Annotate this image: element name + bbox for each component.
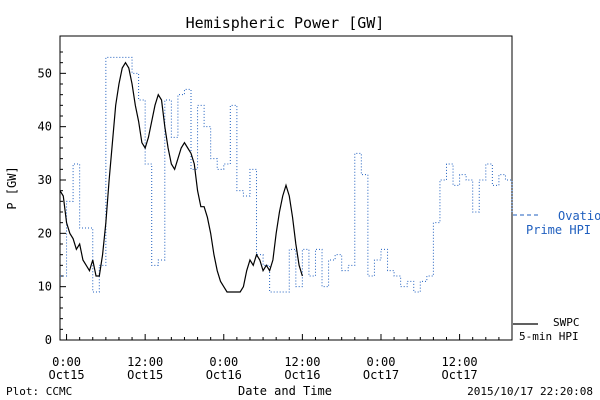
- x-tick-label-date: Oct16: [206, 368, 242, 382]
- x-axis: 0:00Oct1512:00Oct150:00Oct1612:00Oct160:…: [48, 334, 500, 382]
- y-tick-label: 50: [38, 66, 52, 80]
- plot-frame: [59, 35, 513, 341]
- x-tick-label-time: 12:00: [442, 355, 478, 369]
- x-tick-label-time: 12:00: [284, 355, 320, 369]
- series-ovation-line: [60, 56, 513, 293]
- y-axis: 0 10 20 30 40 50: [38, 51, 66, 347]
- y-tick-label: 0: [45, 333, 52, 347]
- x-tick-label-date: Oct17: [363, 368, 399, 382]
- legend-ovation-label-2: Prime HPI: [526, 223, 591, 237]
- x-axis-label: Date and Time: [238, 384, 332, 398]
- chart-title: Hemispheric Power [GW]: [186, 14, 385, 32]
- x-tick-label-date: Oct15: [127, 368, 163, 382]
- y-tick-label: 30: [38, 173, 52, 187]
- x-tick-label-time: 0:00: [52, 355, 81, 369]
- y-tick-label: 10: [38, 280, 52, 294]
- x-tick-label-time: 12:00: [127, 355, 163, 369]
- y-tick-label: 40: [38, 120, 52, 134]
- footer-timestamp: 2015/10/17 22:20:08: [467, 385, 593, 398]
- x-tick-label-date: Oct15: [48, 368, 84, 382]
- x-tick-label-time: 0:00: [209, 355, 238, 369]
- legend-ovation-label-1: Ovation: [558, 209, 600, 223]
- legend-swpc: SWPC 5-min HPI: [513, 316, 580, 343]
- x-tick-label-date: Oct16: [284, 368, 320, 382]
- legend-swpc-label-1: SWPC: [553, 316, 580, 329]
- x-tick-label-date: Oct17: [442, 368, 478, 382]
- series-swpc-line: [59, 61, 303, 293]
- y-tick-label: 20: [38, 226, 52, 240]
- legend-ovation: Ovation Prime HPI: [513, 209, 600, 237]
- footer-plot-source: Plot: CCMC: [6, 385, 72, 398]
- x-tick-label-time: 0:00: [367, 355, 396, 369]
- y-axis-label: P [GW]: [5, 166, 19, 209]
- legend-swpc-label-2: 5-min HPI: [519, 330, 579, 343]
